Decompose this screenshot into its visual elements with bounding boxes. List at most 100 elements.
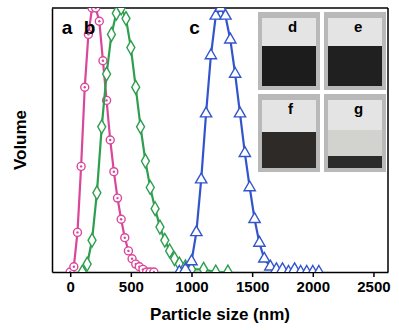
marker-shape (186, 255, 197, 265)
marker-dot (94, 8, 96, 9)
marker (88, 233, 96, 247)
marker-shape (200, 262, 208, 272)
vial-glass (328, 18, 382, 86)
x-tick-label: 500 (119, 278, 144, 295)
series-label: c (189, 17, 200, 38)
x-tick-mark (70, 272, 72, 277)
marker (220, 9, 231, 19)
photo-background (324, 12, 386, 90)
marker-dot (116, 197, 118, 199)
marker-shape (254, 236, 265, 246)
series-line (179, 8, 318, 272)
x-tick-label: 0 (67, 278, 75, 295)
inset-label: f (288, 100, 294, 117)
marker (122, 12, 130, 26)
vial-glass (262, 100, 316, 168)
marker-shape (191, 226, 202, 236)
marker-shape (99, 57, 107, 65)
x-tick-label: 1000 (175, 278, 208, 295)
marker (230, 67, 241, 77)
y-axis (52, 9, 53, 273)
vial-photo: d (258, 12, 320, 90)
marker-shape (92, 8, 100, 12)
marker-shape (77, 162, 85, 170)
marker (150, 268, 158, 272)
vial-liquid (328, 46, 382, 86)
marker (191, 226, 202, 236)
marker (151, 202, 159, 216)
vial-photo: g (324, 94, 386, 172)
vial-photo: f (258, 94, 320, 172)
marker-shape (107, 27, 115, 41)
x-tick-mark (373, 272, 375, 277)
marker-shape (137, 120, 145, 134)
marker (156, 220, 164, 234)
marker (186, 255, 197, 265)
marker-dot (76, 231, 78, 233)
marker-dot (105, 99, 107, 101)
photo-background (258, 94, 320, 172)
vial-photo: e (324, 12, 386, 90)
x-tick: 1000 (175, 272, 208, 295)
series-label: b (84, 17, 96, 38)
marker-shape (259, 252, 270, 262)
marker-dot (127, 250, 129, 252)
marker (141, 154, 149, 168)
marker (70, 263, 78, 271)
marker-dot (73, 266, 75, 268)
chart: 05001000150020002500abcdefgParticle size… (0, 0, 399, 330)
series-line (82, 8, 228, 272)
x-axis-title: Particle size (nm) (150, 305, 290, 324)
marker-shape (122, 12, 130, 26)
x-tick-label: 2000 (297, 278, 330, 295)
vial-liquid (328, 130, 382, 168)
marker-shape (114, 194, 122, 202)
marker-shape (146, 181, 154, 195)
marker-shape (212, 265, 220, 272)
marker (239, 147, 250, 157)
marker (259, 252, 270, 262)
marker-shape (200, 107, 211, 117)
marker-dot (124, 236, 126, 238)
marker-shape (110, 168, 118, 176)
marker (93, 186, 101, 200)
marker (225, 33, 236, 43)
x-tick: 2000 (297, 272, 330, 295)
marker-shape (161, 233, 169, 247)
marker-shape (106, 136, 114, 144)
marker (73, 228, 81, 236)
marker-shape (83, 257, 91, 271)
x-tick-mark (191, 272, 193, 277)
series-markers (66, 8, 158, 272)
marker-shape (93, 186, 101, 200)
marker-dot (98, 20, 100, 22)
marker-shape (205, 49, 216, 59)
marker (196, 173, 207, 183)
marker (110, 168, 118, 176)
marker-shape (73, 228, 81, 236)
marker (249, 213, 260, 223)
marker (92, 8, 100, 12)
plot: 05001000150020002500abcdefg (52, 1, 391, 295)
marker (121, 234, 129, 242)
marker (212, 265, 220, 272)
marker-shape (103, 67, 111, 81)
marker-shape (220, 9, 231, 19)
photo-background (324, 94, 386, 172)
marker-shape (121, 234, 129, 242)
marker (132, 80, 140, 94)
x-tick: 2500 (357, 272, 390, 295)
marker (205, 49, 216, 59)
vial-glass (262, 18, 316, 86)
marker-shape (196, 173, 207, 183)
marker (254, 236, 265, 246)
marker (244, 181, 255, 191)
marker-shape (224, 265, 232, 272)
series-group (66, 8, 324, 272)
marker (124, 247, 132, 255)
marker (117, 215, 125, 223)
marker (224, 265, 232, 272)
x-tick: 1500 (236, 272, 269, 295)
frame (387, 8, 389, 272)
marker-shape (151, 202, 159, 216)
